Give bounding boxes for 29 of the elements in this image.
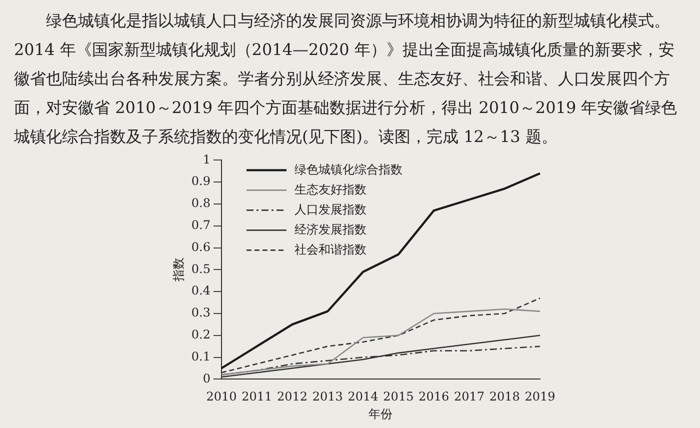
- x-tick-label: 2016: [418, 390, 450, 404]
- legend-label: 经济发展指数: [294, 222, 366, 236]
- x-tick-label: 2011: [242, 390, 272, 404]
- x-tick-label: 2017: [454, 390, 484, 404]
- y-tick-label: 0.2: [191, 328, 210, 342]
- x-tick-label: 2019: [524, 390, 556, 404]
- y-tick-label: 0.8: [191, 196, 210, 210]
- x-tick-label: 2013: [312, 390, 343, 404]
- y-tick-label: 0.9: [191, 174, 210, 188]
- text: 绿色城镇化是指以城镇人口与经济的发展同资源与环境相协调为特征的新型城镇化模式。2014 年《国家新型城镇化规划（2014—2020 年）》提出全面提高城镇化质量的新要求，安徽省也陆续出台各种发展方案。学者分别从经济发展、生态友好、社会和谐、人口发展四个方面，对安徽省 2010～2019 年四个方面基础数据进行分析，得出 2010～2019 年安徽省绿色城镇化综合指数及子系统指数的变化情况(见下图)。读图，完成 12～13 题。: [13, 10, 678, 148]
- x-tick-label: 2012: [276, 390, 308, 404]
- y-tick-label: 0.3: [191, 306, 210, 320]
- legend-label: 生态友好指数: [294, 182, 366, 196]
- y-tick-label: 0.7: [191, 218, 210, 232]
- y-tick-label: 0.5: [191, 262, 210, 276]
- x-axis-title: 年份: [368, 406, 393, 421]
- x-tick-label: 2015: [383, 390, 414, 404]
- y-tick-label: 1: [202, 152, 210, 166]
- legend-label: 绿色城镇化综合指数: [294, 162, 402, 176]
- legend-label: 社会和谐指数: [294, 242, 366, 256]
- y-tick-label: 0.6: [191, 240, 210, 254]
- x-tick-label: 2018: [489, 390, 520, 404]
- x-tick-label: 2010: [206, 390, 237, 404]
- y-tick-label: 0: [202, 371, 210, 386]
- y-axis-title: 指数: [171, 258, 186, 283]
- y-tick-label: 0.1: [191, 349, 210, 364]
- x-tick-label: 2014: [348, 390, 379, 404]
- legend-label: 人口发展指数: [294, 202, 366, 216]
- y-tick-label: 0.4: [191, 284, 211, 298]
